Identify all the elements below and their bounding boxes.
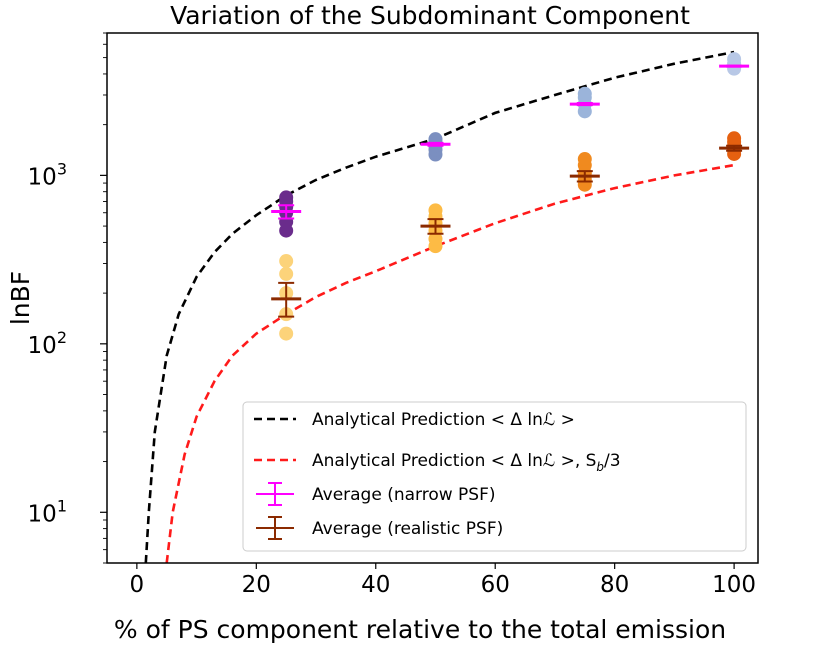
legend-label-tail: /3 bbox=[604, 451, 621, 471]
x-tick-label: 40 bbox=[361, 572, 390, 598]
average-errorbar bbox=[271, 281, 302, 318]
scatter-layer bbox=[279, 52, 742, 341]
x-axis-label: % of PS component relative to the total … bbox=[114, 615, 726, 644]
sample-point bbox=[279, 190, 294, 205]
sample-point bbox=[428, 203, 443, 218]
sample-point bbox=[727, 52, 742, 67]
legend-label: Analytical Prediction < Δ lnℒ >, Sb/3 bbox=[312, 451, 621, 474]
legend-label: Average (realistic PSF) bbox=[312, 519, 503, 539]
errorbar-layer bbox=[271, 64, 750, 318]
analytical-curve bbox=[165, 163, 735, 563]
y-tick-label: 101 bbox=[28, 496, 67, 527]
x-tick-label: 100 bbox=[712, 572, 756, 598]
average-errorbar bbox=[719, 144, 750, 152]
y-tick-base: 10 bbox=[28, 164, 57, 190]
sample-point bbox=[727, 131, 742, 146]
y-tick-label: 102 bbox=[28, 328, 67, 359]
average-errorbar bbox=[569, 101, 600, 107]
average-errorbar bbox=[271, 204, 302, 220]
y-tick-exponent: 1 bbox=[57, 496, 67, 515]
sample-point bbox=[279, 266, 294, 281]
x-tick-label: 20 bbox=[242, 572, 271, 598]
average-errorbar bbox=[420, 141, 451, 147]
plot-frame bbox=[106, 32, 759, 564]
legend-label-main: Analytical Prediction < Δ lnℒ > bbox=[312, 451, 575, 471]
y-tick-base: 10 bbox=[28, 333, 57, 359]
y-tick-exponent: 3 bbox=[57, 159, 67, 178]
legend-label: Average (narrow PSF) bbox=[312, 485, 496, 505]
legend-label: Analytical Prediction < Δ lnℒ > bbox=[312, 410, 575, 430]
x-tick-label: 0 bbox=[130, 572, 145, 598]
analytical-curve bbox=[144, 50, 735, 563]
chart-title: Variation of the Subdominant Component bbox=[170, 1, 690, 30]
y-axis-label: lnBF bbox=[6, 271, 35, 325]
average-errorbar bbox=[719, 64, 750, 68]
legend-label-extra: , S bbox=[575, 451, 597, 471]
sample-point bbox=[577, 152, 592, 167]
sample-point bbox=[577, 86, 592, 101]
average-errorbar bbox=[569, 170, 600, 183]
sample-point bbox=[279, 254, 294, 269]
x-tick-label: 80 bbox=[600, 572, 629, 598]
legend-label-sub: b bbox=[596, 460, 604, 474]
curve-layer bbox=[144, 50, 735, 563]
y-tick-exponent: 2 bbox=[57, 328, 67, 347]
average-errorbar bbox=[420, 218, 451, 235]
sample-point bbox=[279, 326, 294, 341]
legend-box bbox=[242, 401, 747, 552]
x-tick-label: 60 bbox=[481, 572, 510, 598]
legend: Analytical Prediction < Δ lnℒ >Analytica… bbox=[242, 401, 747, 552]
y-tick-base: 10 bbox=[28, 501, 57, 527]
y-tick-label: 103 bbox=[28, 159, 67, 190]
legend-label-main: Analytical Prediction < Δ lnℒ > bbox=[312, 410, 575, 430]
